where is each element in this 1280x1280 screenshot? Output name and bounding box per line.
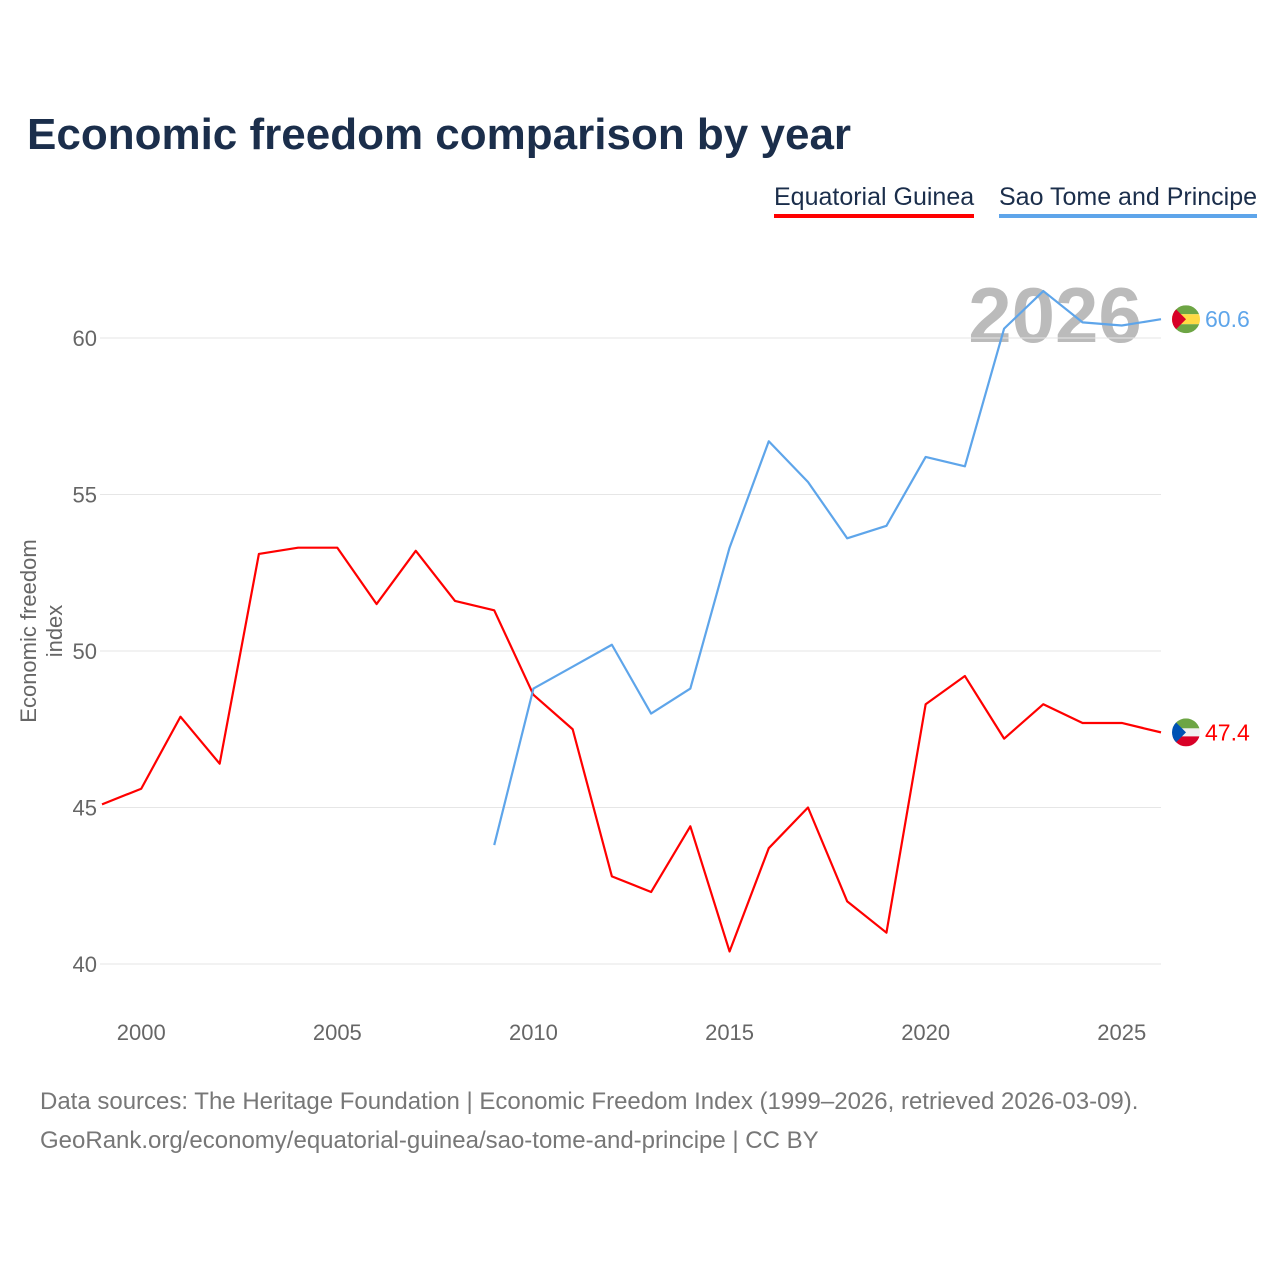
- legend-equatorial-guinea[interactable]: Equatorial Guinea: [774, 183, 975, 218]
- series-line-sao-tome-and-principe: [493, 289, 1162, 846]
- x-tick-label: 2000: [117, 1020, 166, 1045]
- series-line-equatorial-guinea: [101, 546, 1162, 953]
- chart-title: Economic freedom comparison by year: [27, 110, 852, 159]
- end-value-label: 47.4: [1205, 719, 1250, 745]
- end-value-label: 60.6: [1205, 306, 1250, 332]
- year-watermark: 2026: [968, 271, 1142, 359]
- footer-sources: Data sources: The Heritage Foundation | …: [40, 1088, 1139, 1115]
- x-tick-label: 2010: [509, 1020, 558, 1045]
- y-tick-label: 55: [73, 483, 97, 508]
- footer-credit: GeoRank.org/economy/equatorial-guinea/sa…: [40, 1127, 819, 1154]
- x-tick-label: 2025: [1097, 1020, 1146, 1045]
- x-tick-label: 2020: [901, 1020, 950, 1045]
- y-tick-label: 40: [73, 952, 97, 977]
- x-tick-label: 2005: [313, 1020, 362, 1045]
- legend-sao-tome-and-principe[interactable]: Sao Tome and Principe: [999, 183, 1258, 218]
- y-tick-label: 60: [73, 326, 97, 351]
- y-tick-label: 50: [73, 639, 97, 664]
- x-tick-label: 2015: [705, 1020, 754, 1045]
- flag-sao-tome-and-principe-icon: [1172, 305, 1200, 334]
- flag-equatorial-guinea-icon: [1172, 718, 1200, 747]
- y-tick-label: 45: [73, 796, 97, 821]
